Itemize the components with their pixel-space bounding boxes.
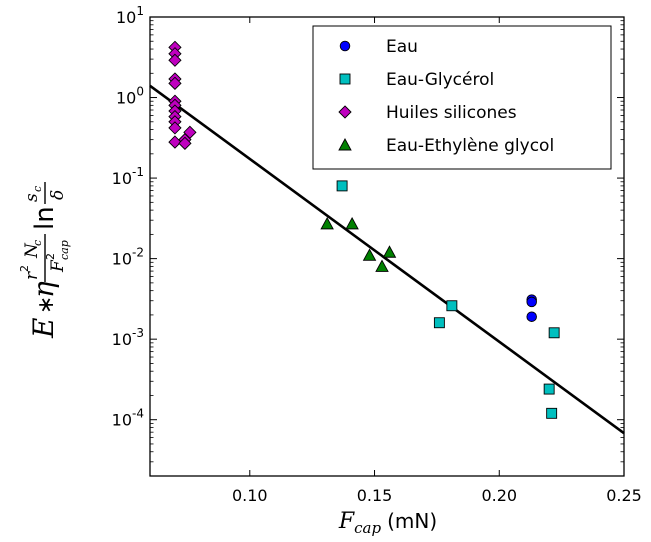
y-tick-exponent: 0: [136, 85, 144, 99]
legend-label: Huiles silicones: [386, 103, 517, 123]
y-axis-label-eta: η: [27, 281, 60, 298]
y-tick-label: 10-1: [112, 165, 144, 188]
data-point-diamond: [168, 121, 182, 135]
y-axis-label-s: s: [22, 193, 42, 202]
legend-box: [312, 25, 612, 170]
legend: Eau Eau-Glycérol Huiles silicones Eau-Ethyl…: [312, 25, 612, 170]
y-axis-label-f: F: [48, 259, 68, 273]
y-tick-label: 101: [116, 4, 144, 27]
x-tick-label: 0.25: [606, 486, 642, 505]
y-axis-label-star: ∗: [34, 296, 59, 314]
y-tick-exponent: -2: [132, 246, 144, 260]
legend-marker-square: [339, 73, 351, 85]
y-tick-base: 10: [112, 169, 132, 188]
legend-marker-triangle: [338, 138, 352, 151]
x-tick-label: 0.10: [232, 486, 268, 505]
x-tick-label: 0.15: [357, 486, 393, 505]
x-axis-label-unit: (mN): [387, 509, 437, 533]
y-axis-label-r: r: [22, 271, 42, 280]
x-axis-label-symbol: F: [338, 509, 355, 534]
legend-marker-diamond: [338, 105, 352, 119]
data-points: [168, 40, 560, 419]
data-point-diamond: [168, 76, 182, 90]
legend-label: Eau: [386, 37, 418, 57]
x-axis-label: Fcap (mN): [338, 509, 437, 537]
y-axis-label-ln: ln: [30, 206, 60, 230]
data-point-circle: [526, 296, 537, 308]
y-axis-label-f-sub: cap: [58, 240, 71, 260]
y-tick-base: 10: [112, 411, 132, 430]
y-tick-label: 10-2: [112, 246, 144, 269]
y-axis-label-delta: δ: [48, 190, 68, 200]
data-point-diamond: [178, 136, 192, 150]
data-point-square: [446, 300, 458, 312]
y-tick-label: 10-4: [112, 407, 144, 430]
y-tick-exponent: 1: [136, 4, 144, 18]
y-axis-label-s-sub: c: [31, 186, 44, 192]
y-axis-label-r-exp: 2: [18, 265, 31, 272]
x-tick-label: 0.20: [481, 486, 517, 505]
data-point-square: [433, 317, 445, 329]
legend-label: Eau-Glycérol: [386, 70, 494, 90]
y-tick-base: 10: [112, 250, 132, 269]
data-point-triangle: [362, 248, 377, 261]
y-tick-label: 10-3: [112, 326, 144, 349]
y-axis-label-f-exp: 2: [44, 253, 57, 260]
data-point-diamond: [168, 53, 182, 67]
y-axis-label: E ∗ η r 2 N c F 2 cap ln s c δ: [18, 182, 71, 339]
fit-line: [149, 84, 625, 435]
legend-label: Eau-Ethylène glycol: [386, 136, 554, 156]
y-axis-label-n: N: [22, 242, 42, 259]
data-point-triangle: [320, 216, 334, 230]
y-tick-exponent: -3: [132, 326, 144, 340]
data-point-square: [336, 180, 348, 192]
y-tick-base: 10: [112, 330, 132, 349]
y-tick-base: 10: [116, 8, 136, 27]
data-point-triangle: [375, 259, 389, 272]
y-tick-exponent: -4: [132, 407, 144, 421]
data-point-diamond: [183, 125, 197, 139]
data-point-circle: [526, 311, 537, 322]
fit-line-group: [149, 84, 625, 435]
x-axis-label-subscript: cap: [354, 519, 381, 537]
data-point-square: [548, 327, 560, 339]
data-point-square: [543, 383, 555, 395]
y-tick-label: 100: [116, 85, 144, 108]
y-axis-label-e: E: [27, 318, 60, 339]
legend-entries: Eau Eau-Glycérol Huiles silicones Eau-Ethyl…: [338, 37, 554, 156]
legend-marker-circle: [339, 40, 351, 52]
data-point-square: [546, 407, 558, 419]
y-tick-exponent: -1: [132, 165, 144, 179]
data-point-triangle: [345, 216, 359, 230]
data-point-triangle: [382, 245, 397, 258]
y-axis-label-n-sub: c: [31, 240, 44, 246]
y-tick-base: 10: [116, 89, 136, 108]
